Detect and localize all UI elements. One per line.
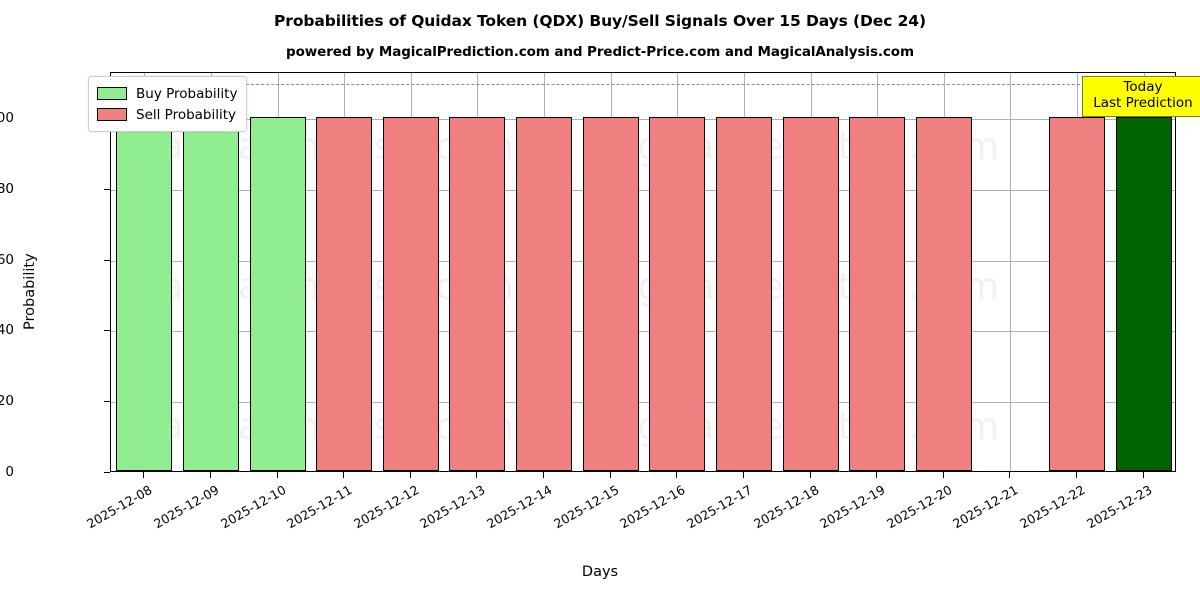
x-tick-mark-2025-12-22: [1076, 472, 1077, 478]
x-tick-mark-2025-12-13: [476, 472, 477, 478]
bar-2025-12-13[interactable]: [449, 117, 506, 471]
y-tick-mark-20: [104, 401, 110, 403]
y-tick-mark-40: [104, 330, 110, 332]
bar-2025-12-16[interactable]: [649, 117, 706, 471]
legend-swatch-sell: [97, 108, 127, 121]
legend-label-buy: Buy Probability: [136, 85, 238, 102]
legend-swatch-buy: [97, 87, 127, 100]
x-tick-mark-2025-12-14: [543, 472, 544, 478]
chart-subtitle: powered by MagicalPrediction.com and Pre…: [286, 44, 914, 60]
chart-title: Probabilities of Quidax Token (QDX) Buy/…: [274, 12, 926, 30]
x-tick-mark-2025-12-11: [343, 472, 344, 478]
threshold-dashed-line: [111, 83, 1175, 85]
gridline-v-2025-12-21: [1010, 73, 1011, 471]
y-tick-label-60: 60: [0, 251, 14, 268]
x-tick-mark-2025-12-21: [1009, 472, 1010, 478]
y-tick-mark-80: [104, 188, 110, 190]
x-tick-mark-2025-12-17: [743, 472, 744, 478]
legend-item-buy: Buy Probability: [97, 83, 237, 104]
gridline-h-100: [111, 119, 1175, 121]
y-tick-mark-60: [104, 259, 110, 261]
x-tick-mark-2025-12-15: [610, 472, 611, 478]
plot-area: MagicalAnalysis.comMagicalPrediction.com…: [110, 72, 1176, 472]
gridline-h-20: [111, 402, 1175, 404]
bar-2025-12-09[interactable]: [182, 117, 239, 471]
bar-2025-12-18[interactable]: [782, 117, 839, 471]
x-tick-mark-2025-12-19: [876, 472, 877, 478]
bar-2025-12-23[interactable]: [1115, 117, 1172, 471]
bar-2025-12-12[interactable]: [382, 117, 439, 471]
chart-legend: Buy Probability Sell Probability: [88, 76, 248, 132]
y-tick-label-20: 20: [0, 393, 14, 410]
bar-2025-12-15[interactable]: [582, 117, 639, 471]
x-tick-mark-2025-12-12: [410, 472, 411, 478]
gridline-h-40: [111, 331, 1175, 333]
x-tick-mark-2025-12-23: [1143, 472, 1144, 478]
x-tick-mark-2025-12-20: [943, 472, 944, 478]
today-annotation-line1: Today: [1123, 79, 1163, 95]
y-tick-label-40: 40: [0, 322, 14, 339]
today-annotation-line2: Last Prediction: [1093, 94, 1193, 111]
bar-2025-12-22[interactable]: [1049, 117, 1106, 471]
y-tick-label-80: 80: [0, 180, 14, 197]
bar-2025-12-17[interactable]: [715, 117, 772, 471]
x-tick-mark-2025-12-09: [210, 472, 211, 478]
gridline-h-60: [111, 260, 1175, 262]
y-tick-label-100: 100: [0, 110, 14, 127]
legend-label-sell: Sell Probability: [136, 106, 237, 123]
x-axis-label: Days: [581, 564, 619, 580]
bar-2025-12-10[interactable]: [249, 117, 306, 471]
bar-2025-12-08[interactable]: [116, 117, 173, 471]
gridline-h-80: [111, 189, 1175, 191]
bar-2025-12-11[interactable]: [316, 117, 373, 471]
x-tick-mark-2025-12-16: [676, 472, 677, 478]
x-tick-mark-2025-12-08: [143, 472, 144, 478]
x-tick-mark-2025-12-18: [810, 472, 811, 478]
legend-item-sell: Sell Probability: [97, 104, 237, 125]
x-tick-mark-2025-12-10: [277, 472, 278, 478]
y-tick-mark-0: [104, 472, 110, 473]
bar-2025-12-14[interactable]: [516, 117, 573, 471]
bar-2025-12-20[interactable]: [915, 117, 972, 471]
bar-2025-12-19[interactable]: [849, 117, 906, 471]
today-annotation: Today Last Prediction: [1082, 76, 1200, 117]
y-axis-label: Probability: [22, 253, 38, 330]
y-tick-label-0: 0: [5, 464, 14, 480]
